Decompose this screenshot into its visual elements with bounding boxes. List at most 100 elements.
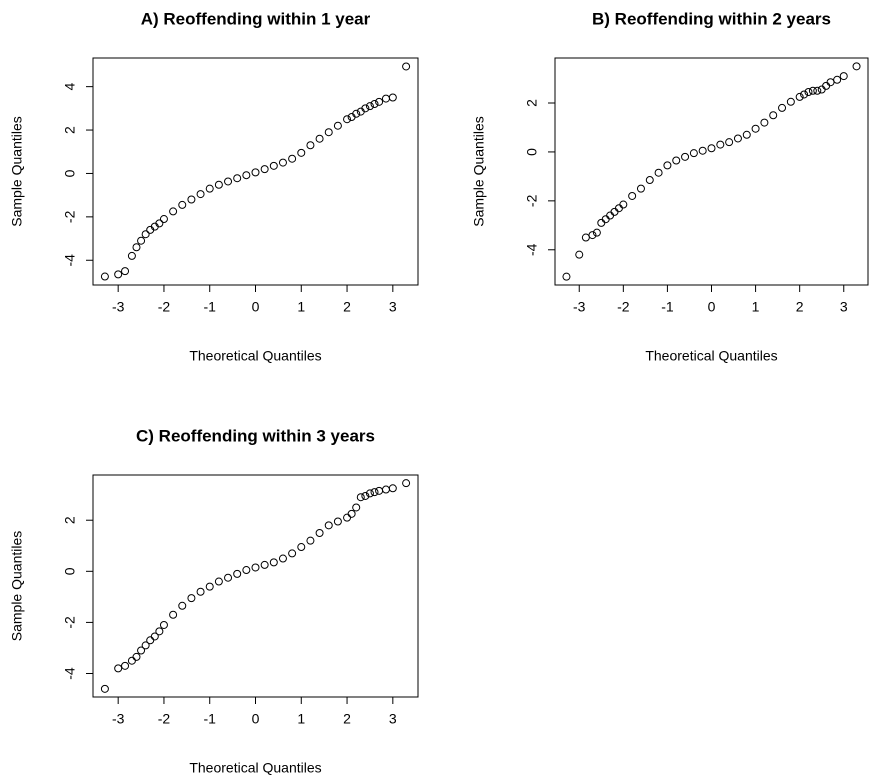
x-tick-label: 3: [389, 299, 397, 315]
point: [196, 190, 205, 199]
point: [610, 207, 619, 216]
point: [214, 180, 223, 189]
point: [187, 594, 196, 603]
point: [121, 661, 130, 670]
point: [365, 102, 374, 111]
point: [698, 146, 707, 155]
point: [297, 543, 306, 552]
x-tick-label: -3: [112, 299, 125, 315]
point: [306, 536, 315, 545]
point: [260, 165, 269, 174]
point: [689, 149, 698, 158]
point: [822, 81, 831, 90]
point: [813, 86, 822, 95]
x-axis-label: Theoretical Quantiles: [645, 348, 777, 364]
point: [352, 109, 361, 118]
point: [733, 134, 742, 143]
point: [375, 486, 384, 495]
point: [778, 103, 787, 112]
x-tick-label: 1: [297, 711, 305, 727]
x-tick-label: -2: [158, 711, 171, 727]
point: [100, 272, 109, 281]
x-tick-label: -3: [573, 299, 586, 315]
point: [361, 104, 370, 113]
y-axis-label: Sample Quantiles: [9, 531, 25, 642]
chart-title: C) Reoffending within 3 years: [136, 426, 375, 445]
point: [155, 627, 164, 636]
point: [751, 124, 760, 133]
point: [269, 558, 278, 567]
x-tick-label: -1: [661, 299, 674, 315]
y-tick-label: 2: [524, 99, 540, 107]
point: [141, 230, 150, 239]
point: [606, 211, 615, 220]
plot-box: [92, 474, 419, 698]
point: [315, 134, 324, 143]
point: [375, 97, 384, 106]
point: [141, 641, 150, 650]
point: [155, 219, 164, 228]
x-tick-label: 0: [252, 299, 260, 315]
x-tick-label: -1: [203, 299, 216, 315]
point: [251, 563, 260, 572]
point: [347, 509, 356, 518]
chart-title: B) Reoffending within 2 years: [592, 9, 831, 28]
point: [196, 587, 205, 596]
y-axis-label: Sample Quantiles: [471, 116, 487, 227]
point: [159, 215, 168, 224]
y-tick-label: -4: [62, 254, 78, 267]
point: [769, 111, 778, 120]
point: [333, 121, 342, 130]
point: [178, 200, 187, 209]
point: [614, 204, 623, 213]
point: [146, 636, 155, 645]
point: [224, 573, 233, 582]
point: [159, 620, 168, 629]
point: [742, 130, 751, 139]
point: [242, 171, 251, 180]
point: [178, 601, 187, 610]
point: [361, 491, 370, 500]
point: [306, 141, 315, 150]
x-tick-label: 1: [297, 299, 305, 315]
point: [654, 168, 663, 177]
point: [645, 176, 654, 185]
point: [132, 652, 141, 661]
point: [581, 233, 590, 242]
x-tick-label: 2: [796, 299, 804, 315]
point: [852, 62, 861, 71]
x-tick-label: 1: [752, 299, 760, 315]
point: [760, 118, 769, 127]
point: [388, 484, 397, 493]
point: [127, 251, 136, 260]
point: [114, 270, 123, 279]
point: [601, 215, 610, 224]
point: [839, 72, 848, 81]
point: [681, 152, 690, 161]
x-tick-label: -1: [203, 711, 216, 727]
y-tick-label: -2: [62, 210, 78, 223]
point: [833, 75, 842, 84]
chart-title: A) Reoffending within 1 year: [141, 9, 371, 28]
point: [150, 632, 159, 641]
point: [597, 218, 606, 227]
point: [297, 148, 306, 157]
point: [205, 184, 214, 193]
point: [224, 177, 233, 186]
point: [562, 272, 571, 281]
point: [370, 488, 379, 497]
point: [121, 267, 130, 276]
point: [402, 62, 411, 71]
point: [672, 156, 681, 165]
point: [233, 569, 242, 578]
x-axis-label: Theoretical Quantiles: [189, 760, 321, 776]
point: [808, 86, 817, 95]
point: [628, 191, 637, 200]
point: [402, 479, 411, 488]
point: [127, 656, 136, 665]
y-tick-label: 4: [62, 83, 78, 91]
x-tick-label: 3: [840, 299, 848, 315]
point: [137, 236, 146, 245]
x-tick-label: -2: [617, 299, 630, 315]
